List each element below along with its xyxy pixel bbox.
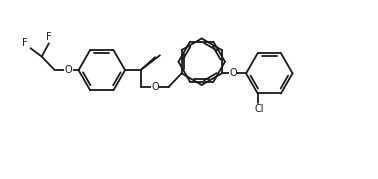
- Text: F: F: [46, 32, 52, 42]
- Text: O: O: [151, 82, 159, 92]
- Text: O: O: [64, 65, 72, 75]
- Text: Cl: Cl: [254, 104, 264, 114]
- Text: F: F: [22, 38, 28, 48]
- Text: O: O: [229, 68, 237, 78]
